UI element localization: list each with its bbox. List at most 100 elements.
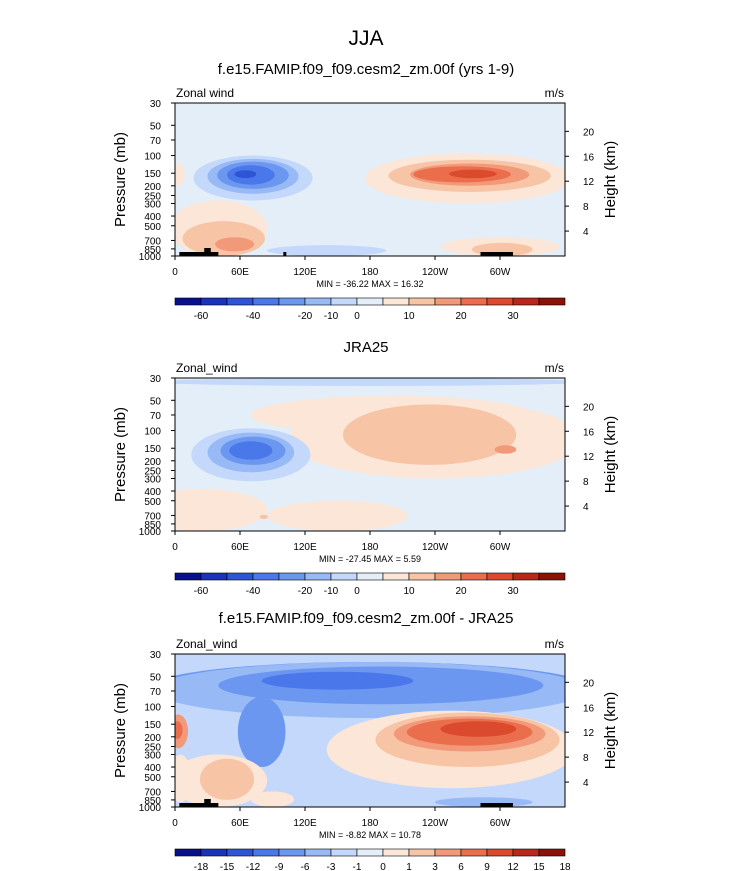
- y2-tick-label: 16: [583, 427, 595, 438]
- colorbar-box: [434, 572, 462, 581]
- contour-region: [215, 237, 255, 252]
- colorbar-label: 0: [354, 311, 360, 322]
- contour-region: [449, 169, 497, 179]
- y-tick-label: 300: [144, 199, 161, 210]
- colorbar-label: 30: [507, 311, 519, 322]
- y2-tick-label: 4: [583, 227, 589, 238]
- colorbar-label: -60: [194, 586, 209, 597]
- contour-region: [342, 404, 517, 465]
- colorbar-box: [538, 297, 566, 306]
- colorbar-label: -3: [327, 862, 336, 871]
- y-tick-label: 200: [144, 457, 161, 468]
- variable-label: Zonal_wind: [176, 361, 237, 375]
- y2-axis-title: Height (km): [602, 416, 619, 494]
- y-tick-label: 700: [144, 511, 161, 522]
- x-tick-label: 180: [362, 818, 379, 829]
- topography-bar: [480, 803, 513, 807]
- contour-region: [175, 721, 183, 739]
- topography-bar: [204, 799, 211, 807]
- x-tick-label: 60E: [231, 818, 249, 829]
- y-tick-label: 700: [144, 236, 161, 247]
- y-tick-label: 1000: [139, 527, 162, 538]
- colorbar-box: [174, 572, 202, 581]
- y-tick-label: 300: [144, 474, 161, 485]
- contour-field: [175, 378, 565, 531]
- colorbar-label: -9: [275, 862, 284, 871]
- colorbar-box: [538, 572, 566, 581]
- x-tick-label: 60W: [490, 818, 511, 829]
- colorbar-box: [304, 572, 332, 581]
- contour-region: [175, 163, 185, 186]
- colorbar-label: -18: [194, 862, 209, 871]
- min-max-stats: MIN = -36.22 MAX = 16.32: [316, 279, 423, 289]
- y2-tick-label: 12: [583, 452, 595, 463]
- y-tick-label: 250: [144, 192, 161, 203]
- colorbar-box: [200, 297, 228, 306]
- contour-region: [175, 488, 268, 531]
- contour-region: [267, 500, 408, 531]
- topography-bar: [204, 248, 211, 256]
- y-tick-label: 200: [144, 733, 161, 744]
- colorbar-box: [408, 848, 436, 857]
- y-tick-label: 850: [144, 796, 161, 807]
- y-tick-label: 50: [150, 396, 162, 407]
- y-tick-label: 400: [144, 763, 161, 774]
- colorbar-label: 10: [403, 311, 415, 322]
- y-axis-title: Pressure (mb): [112, 132, 129, 227]
- colorbar-box: [252, 297, 280, 306]
- y-tick-label: 150: [144, 169, 161, 180]
- contour-region: [267, 245, 387, 256]
- x-tick-label: 120W: [422, 818, 449, 829]
- y-tick-label: 400: [144, 487, 161, 498]
- x-tick-label: 60W: [490, 267, 511, 278]
- colorbar-box: [278, 572, 306, 581]
- panel-title: JRA25: [343, 339, 388, 356]
- figure-title: JJA: [348, 27, 383, 50]
- x-tick-label: 120E: [293, 267, 317, 278]
- units-label: m/s: [545, 86, 564, 100]
- y2-tick-label: 12: [583, 177, 595, 188]
- colorbar-box: [512, 572, 540, 581]
- y2-tick-label: 20: [583, 678, 595, 689]
- colorbar-label: 3: [432, 862, 438, 871]
- colorbar-label: 20: [455, 311, 467, 322]
- colorbar-label: -12: [246, 862, 261, 871]
- x-tick-label: 120W: [422, 267, 449, 278]
- y-tick-label: 300: [144, 750, 161, 761]
- min-max-stats: MIN = -27.45 MAX = 5.59: [319, 554, 421, 564]
- colorbar-box: [278, 297, 306, 306]
- x-tick-label: 60E: [231, 542, 249, 553]
- y2-tick-label: 16: [583, 703, 595, 714]
- colorbar-box: [226, 572, 254, 581]
- y-tick-label: 100: [144, 703, 161, 714]
- colorbar-box: [460, 848, 488, 857]
- colorbar-box: [434, 297, 462, 306]
- contour-region: [175, 378, 565, 386]
- colorbar-label: -40: [246, 311, 261, 322]
- colorbar-label: 10: [403, 586, 415, 597]
- colorbar-label: -40: [246, 586, 261, 597]
- topography-bar: [283, 252, 287, 256]
- y-tick-label: 850: [144, 245, 161, 256]
- y-tick-label: 1000: [139, 252, 162, 263]
- contour-region: [261, 671, 414, 690]
- colorbar-label: 0: [354, 586, 360, 597]
- colorbar-box: [460, 572, 488, 581]
- colorbar-box: [304, 297, 332, 306]
- colorbar-box: [512, 848, 540, 857]
- y2-tick-label: 8: [583, 477, 589, 488]
- y-tick-label: 250: [144, 467, 161, 478]
- contour-field: [175, 103, 565, 256]
- colorbar-label: 6: [458, 862, 464, 871]
- x-tick-label: 0: [172, 267, 178, 278]
- contour-field: [175, 654, 565, 807]
- colorbar-box: [252, 572, 280, 581]
- y2-tick-label: 12: [583, 728, 595, 739]
- topography-bar: [480, 252, 513, 256]
- colorbar-label: -10: [324, 311, 339, 322]
- units-label: m/s: [545, 637, 564, 651]
- colorbar-label: 30: [507, 586, 519, 597]
- y-tick-label: 200: [144, 182, 161, 193]
